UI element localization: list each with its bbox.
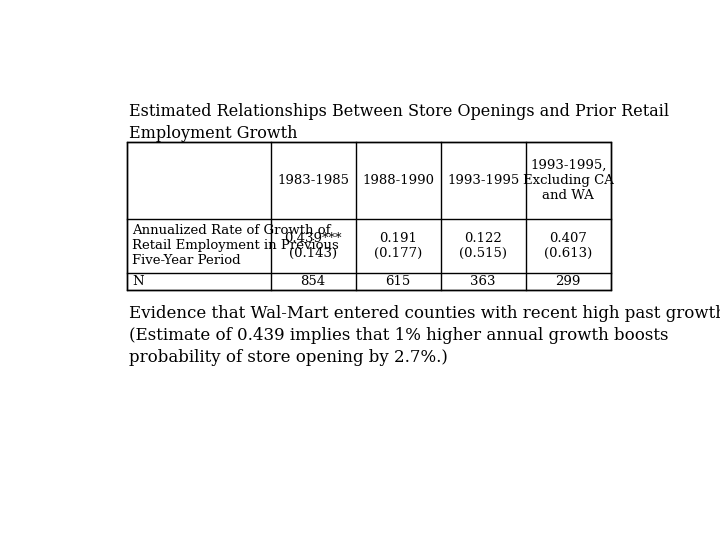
Text: 1988-1990: 1988-1990 — [362, 174, 434, 187]
Text: 1983-1985: 1983-1985 — [277, 174, 349, 187]
Bar — [127, 142, 611, 289]
Text: Evidence that Wal-Mart entered counties with recent high past growth.
(Estimate : Evidence that Wal-Mart entered counties … — [129, 305, 720, 367]
Text: 1993-1995,
Excluding CA
and WA: 1993-1995, Excluding CA and WA — [523, 159, 613, 202]
Text: Annualized Rate of Growth of
Retail Employment in Previous
Five-Year Period: Annualized Rate of Growth of Retail Empl… — [132, 224, 338, 267]
Text: 854: 854 — [300, 275, 325, 288]
Text: 0.439***
(0.143): 0.439*** (0.143) — [284, 232, 342, 260]
Text: N: N — [132, 275, 143, 288]
Text: 0.407
(0.613): 0.407 (0.613) — [544, 232, 593, 260]
Text: Employment Growth: Employment Growth — [129, 125, 297, 142]
Text: 0.122
(0.515): 0.122 (0.515) — [459, 232, 507, 260]
Text: 1993-1995: 1993-1995 — [447, 174, 519, 187]
Text: Estimated Relationships Between Store Openings and Prior Retail: Estimated Relationships Between Store Op… — [129, 103, 669, 120]
Text: 615: 615 — [385, 275, 411, 288]
Text: 299: 299 — [556, 275, 581, 288]
Text: 363: 363 — [470, 275, 496, 288]
Text: 0.191
(0.177): 0.191 (0.177) — [374, 232, 423, 260]
